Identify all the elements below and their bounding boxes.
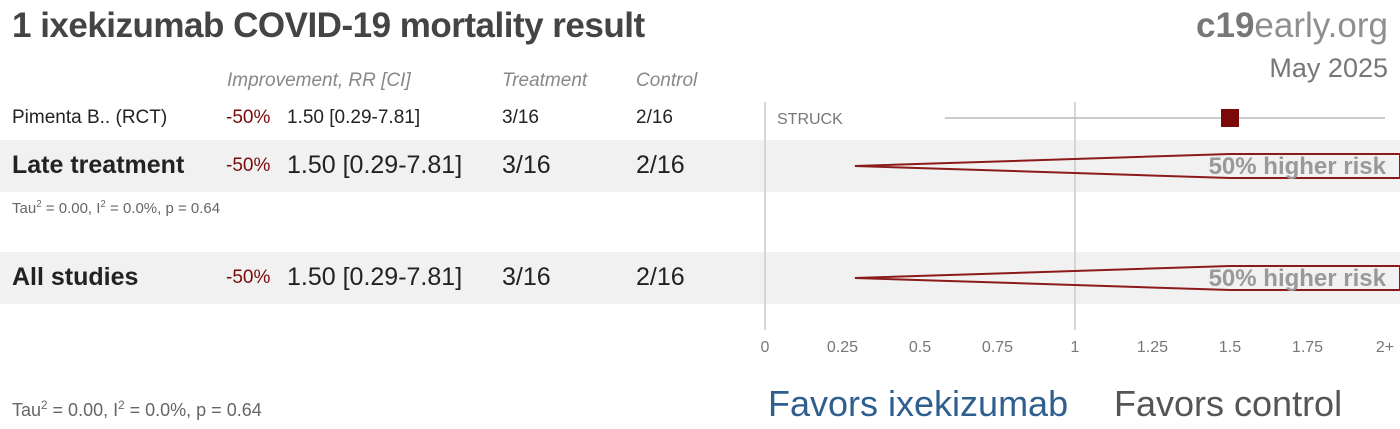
x-tick-label: 1.75 [1292, 339, 1323, 356]
study-control: 2/16 [636, 107, 673, 128]
all-studies-rr-ci: 1.50 [0.29-7.81] [287, 263, 463, 291]
pooled-diamond [854, 265, 1400, 291]
overall-stats: Tau2 = 0.00, I2 = 0.0%, p = 0.64 [12, 399, 262, 420]
brand-logo[interactable]: c19early.org [1196, 6, 1388, 46]
all-studies-control: 2/16 [636, 263, 685, 291]
late-treatment-control: 2/16 [636, 151, 685, 179]
all-studies-band [0, 252, 1400, 304]
all-studies-label: All studies [12, 263, 139, 291]
late-treatment-improvement: -50% [226, 155, 271, 176]
chart-title: 1 ixekizumab COVID-19 mortality result [12, 6, 645, 45]
late-treatment-band [0, 140, 1400, 192]
late-treatment-stats: Tau2 = 0.00, I2 = 0.0%, p = 0.64 [12, 199, 221, 217]
favors-treatment-label: Favors ixekizumab [768, 383, 1069, 424]
study-rr-ci: 1.50 [0.29-7.81] [287, 107, 421, 128]
x-tick-label: 2+ [1376, 339, 1394, 356]
favors-control-label: Favors control [1114, 383, 1343, 424]
x-tick-label: 0.5 [909, 339, 931, 356]
late-treatment-label: Late treatment [12, 151, 185, 179]
all-studies-improvement: -50% [226, 267, 271, 288]
risk-label: 50% higher risk [1209, 265, 1387, 292]
x-tick-label: 0 [761, 339, 770, 356]
date-label: May 2025 [1269, 53, 1388, 83]
study-improvement: -50% [226, 107, 271, 128]
late-treatment-rr-ci: 1.50 [0.29-7.81] [287, 151, 463, 179]
brand-prefix: c19 [1196, 6, 1255, 45]
study-point [1221, 109, 1239, 127]
x-tick-label: 1.5 [1219, 339, 1241, 356]
late-treatment-treatment: 3/16 [502, 151, 551, 179]
header-improvement: Improvement, RR [CI] [227, 70, 411, 91]
x-tick-label: 0.75 [982, 339, 1013, 356]
header-control: Control [636, 70, 698, 91]
pooled-diamond [854, 153, 1400, 179]
x-tick-label: 1.25 [1137, 339, 1168, 356]
header-treatment: Treatment [502, 70, 588, 91]
study-treatment: 3/16 [502, 107, 539, 128]
study-tag: STRUCK [777, 111, 843, 128]
x-tick-label: 0.25 [827, 339, 858, 356]
all-studies-treatment: 3/16 [502, 263, 551, 291]
x-tick-label: 1 [1071, 339, 1080, 356]
risk-label: 50% higher risk [1209, 153, 1387, 180]
brand-suffix: early.org [1254, 6, 1388, 45]
study-name[interactable]: Pimenta B.. (RCT) [12, 107, 168, 128]
